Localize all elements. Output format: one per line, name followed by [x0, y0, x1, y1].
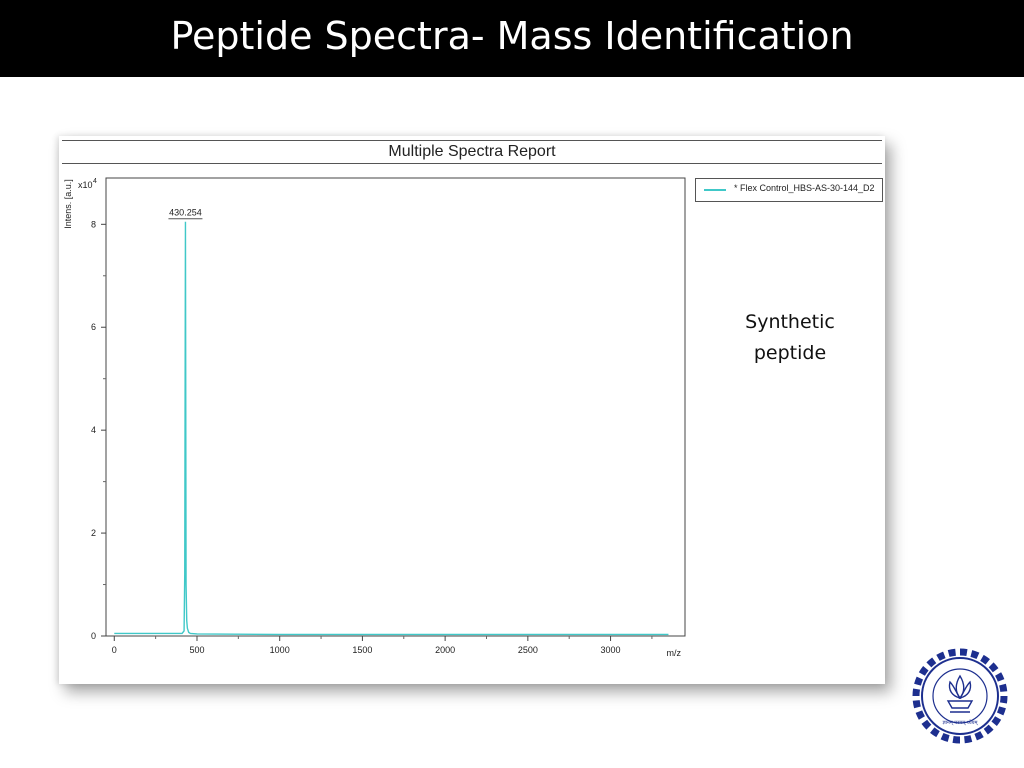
lotus-icon [946, 674, 974, 713]
x-tick-label: 2500 [518, 645, 538, 655]
x-tick-label: 1500 [352, 645, 372, 655]
x-tick-label: 2000 [435, 645, 455, 655]
logo-gear-icon [912, 648, 1008, 744]
iit-bombay-logo-icon: ज्ञानम् परमम् ध्येयम् [912, 648, 1008, 744]
y-tick-label: 8 [91, 219, 96, 229]
logo-motto: ज्ञानम् परमम् ध्येयम् [943, 719, 979, 726]
chart-legend: * Flex Control_HBS-AS-30-144_D2 [695, 178, 883, 202]
peak-label: 430.254 [169, 208, 202, 218]
title-bar: Peptide Spectra- Mass Identification [0, 0, 1024, 77]
y-axis-label: Intens. [a.u.] [63, 179, 73, 229]
x-tick-label: 3000 [601, 645, 621, 655]
y-multiplier-label: x10 [78, 180, 93, 190]
spectrum-series-line [114, 221, 669, 636]
slide-title: Peptide Spectra- Mass Identification [170, 14, 854, 58]
y-multiplier-exponent: 4 [93, 178, 97, 185]
spectrum-panel: Multiple Spectra Report 0 500 1000 1500 2000… [59, 136, 885, 684]
spectrum-chart: 0 500 1000 1500 2000 2500 3000 0 2 4 6 8 m/z Intens. … [63, 177, 686, 658]
plot-frame [105, 177, 686, 637]
y-tick-label: 0 [91, 631, 96, 641]
legend-series-label: * Flex Control_HBS-AS-30-144_D2 [734, 183, 875, 193]
legend-series-swatch [704, 189, 726, 191]
annotation-line-2: peptide [753, 342, 827, 364]
chart-title: Multiple Spectra Report [388, 143, 556, 160]
x-tick-label: 1000 [270, 645, 290, 655]
y-tick-label: 4 [91, 425, 96, 435]
synthetic-peptide-annotation: Synthetic peptide [700, 307, 880, 369]
x-tick-label: 0 [112, 645, 117, 655]
annotation-line-1: Synthetic [745, 311, 835, 333]
y-tick-label: 2 [91, 528, 96, 538]
x-axis-label: m/z [667, 648, 682, 658]
report-header: Multiple Spectra Report [62, 140, 882, 164]
x-tick-label: 500 [189, 645, 204, 655]
y-tick-label: 6 [91, 322, 96, 332]
